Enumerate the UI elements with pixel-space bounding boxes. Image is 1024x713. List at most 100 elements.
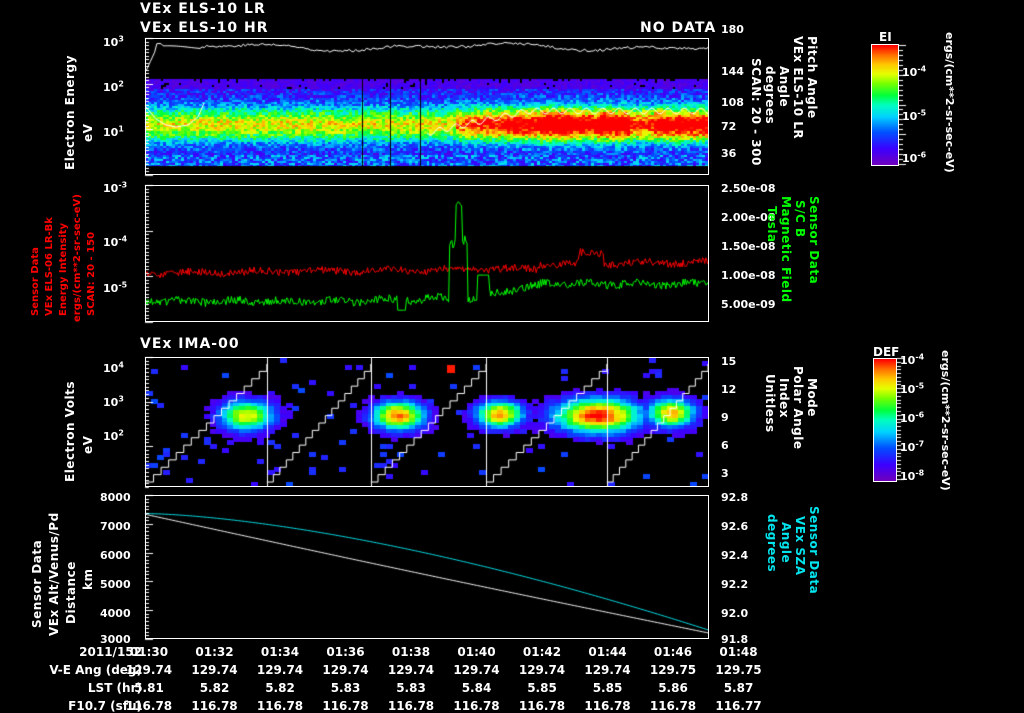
row-f107-cell: 116.77 [715,699,762,713]
row-f107-cell: 116.78 [387,699,435,713]
row-date-times-cell: 01:44 [588,645,627,659]
panel4-ltick-0: 8000 [100,491,131,504]
panel3-rtick-3: 6 [721,439,729,452]
row-f107-cell: 116.78 [256,699,304,713]
panel3-rtick-0: 15 [721,355,737,368]
panel2-axis-ticks [96,175,256,335]
panel1-right-label-instrument: VEx ELS-10 LR [791,36,805,140]
panel3-left-axis-units: eV [81,435,95,454]
panel1-ytick-3: 103 [103,34,124,49]
panel3-ytick-4: 104 [103,360,124,375]
panel1-colorbar [872,45,898,165]
panel1-cbtick-1: 10-4 [902,64,927,79]
panel1-ytick-1: 101 [103,124,124,139]
panel2-right-label-0: Sensor Data [807,196,821,285]
panel2-right-label-1: S/C B [793,200,807,238]
panel2-rtick-4: 5.00e-09 [721,298,776,311]
panel4-ltick-2: 6000 [100,549,131,562]
row-lst-label: LST (hr) [87,681,142,695]
panel4-left-label-2: Distance [64,561,78,624]
row-ve-ang-cell: 129.74 [387,663,435,677]
panel1-title-hr: VEx ELS-10 HR [140,20,269,36]
panel1-rtick-108: 108 [721,96,744,109]
row-ve-ang-cell: 129.74 [518,663,566,677]
panel2-left-label-4: SCAN: 20 - 150 [86,231,97,316]
panel4-rtick-5: 91.8 [721,633,749,646]
panel1-cbtick-3: 10-6 [902,150,927,165]
row-date-times-cell: 01:46 [653,645,693,659]
panel2-ytick-3: 10-3 [103,180,128,195]
panel2-rtick-0: 2.50e-08 [721,182,776,195]
row-lst-cell: 5.85 [527,681,557,695]
panel3-right-label-2: Index [777,378,791,418]
panel4-ltick-5: 3000 [100,633,131,646]
row-date-times-cell: 01:48 [719,645,758,659]
panel4-ltick-1: 7000 [100,520,131,533]
row-lst-cell: 5.82 [199,681,230,695]
panel1-left-axis-label: Electron Energy [63,55,77,170]
panel1-rtick-144: 144 [721,65,744,78]
panel1-rtick-72: 72 [721,120,737,133]
panel4-rtick-1: 92.6 [721,520,749,533]
panel3-left-axis-label: Electron Volts [63,380,77,482]
row-f107-cell: 116.78 [125,699,173,713]
panel4-ltick-3: 5000 [100,578,131,591]
panel3-colorbar-title: DEF [873,345,900,359]
row-ve-ang-cell: 129.74 [256,663,304,677]
panel1-rtick-180: 180 [721,23,744,36]
panel2-right-label-2: Magnetic Field [779,196,793,303]
panel3-title: VEx IMA-00 [140,336,240,352]
row-ve-ang-cell: 129.75 [649,663,697,677]
row-lst-cell: 5.85 [592,681,623,695]
panel1-frame [145,38,709,175]
panel3-colorbar-units: ergs/(cm**2-sr-sec-eV) [939,350,952,491]
panel3-cbtick-1: 10-5 [900,381,925,396]
panel2-left-label-1: VEx ELS-06 LR-Bk [44,217,55,316]
panel3-right-label-0: Mode [805,378,819,417]
panel3-rtick-1: 12 [721,383,737,396]
row-ve-ang-cell: 129.75 [715,663,762,677]
row-date-times-cell: 01:38 [391,645,431,659]
panel1-right-label-degrees: degrees [763,66,777,125]
panel4-rtick-4: 92.0 [721,607,749,620]
row-ve-ang-label: V-E Ang (deg) [49,663,142,677]
panel3-right-label-3: Unitless [763,374,777,433]
row-date-times-cell: 01:30 [129,645,169,659]
panel2-left-label-0: Sensor Data [30,247,41,316]
row-lst-cell: 5.82 [265,681,295,695]
row-ve-ang-cell: 129.74 [125,663,173,677]
panel4-rtick-3: 92.2 [721,578,749,591]
panel4-left-label-3: km [81,568,95,590]
row-lst-cell: 5.81 [134,681,164,695]
panel2-rtick-1: 2.00e-08 [721,211,776,224]
row-ve-ang-cell: 129.74 [191,663,238,677]
panel4-right-label-3: degrees [765,514,779,573]
row-lst-cell: 5.83 [396,681,426,695]
row-f107-cell: 116.78 [322,699,369,713]
panel3-colorbar-frame [873,358,897,482]
row-ve-ang-cell: 129.74 [453,663,500,677]
row-date-times-cell: 01:42 [522,645,562,659]
panel1-left-axis-units: eV [81,123,95,142]
panel3-cbtick-2: 10-6 [900,410,925,425]
panel4-ltick-4: 4000 [100,607,131,620]
panel1-colorbar-frame [871,44,899,166]
panel4-left-label-1: VEx Alt/Venus/Pd [47,512,61,636]
panel1-cbtick-2: 10-5 [902,108,927,123]
panel3-axis-ticks [96,350,256,500]
panel1-right-label-pitch: Pitch Angle [805,36,819,119]
panel2-ytick-5: 10-5 [103,280,128,295]
row-f107-cell: 116.78 [191,699,238,713]
panel1-title-lr: VEx ELS-10 LR [140,1,266,17]
panel4-right-label-1: VEx SZA [793,516,807,576]
panel2-rtick-2: 1.50e-08 [721,240,776,253]
panel1-colorbar-units: ergs/(cm**2-sr-sec-eV) [943,32,956,173]
panel1-colorbar-ticks [899,40,919,170]
panel1-right-label-angle: Angle [777,66,791,108]
row-lst-cell: 5.87 [723,681,754,695]
bottom-data-table: 2011/152 01:30 01:32 01:34 01:36 01:38 01:40 01… [0,645,1024,713]
panel3-colorbar-ticks [897,353,915,485]
row-date-times-cell: 01:36 [326,645,365,659]
panel3-cbtick-3: 10-7 [900,439,925,454]
